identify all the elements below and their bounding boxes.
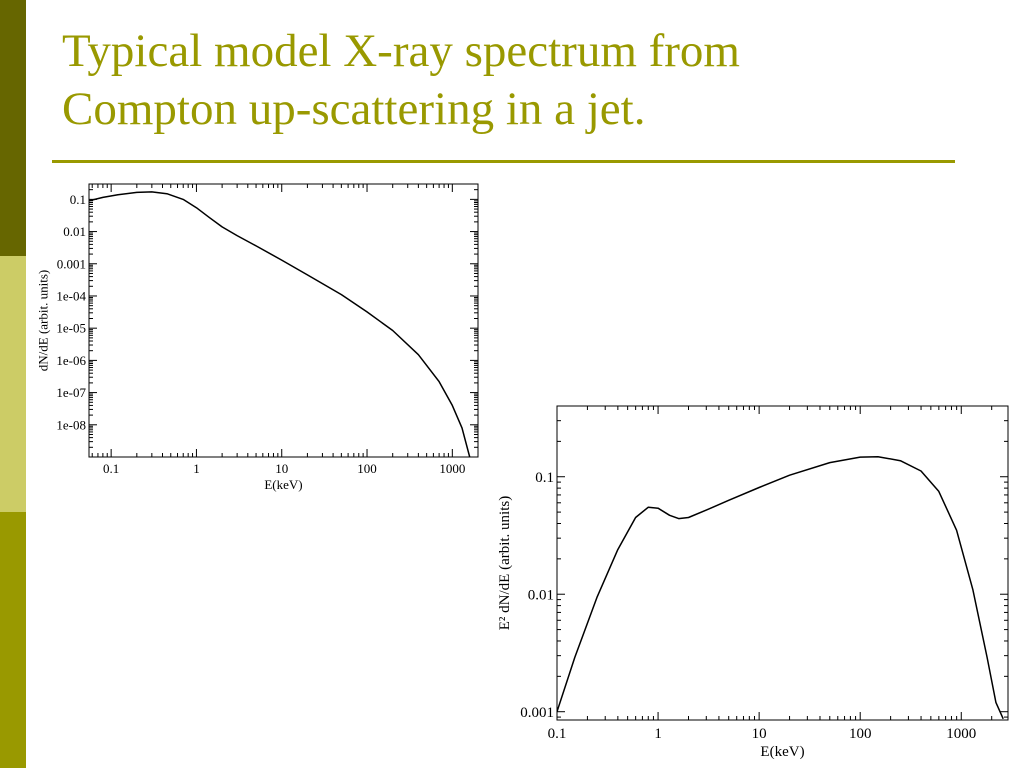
x-tick-label: 10	[275, 461, 288, 476]
decor-bar-middle	[0, 256, 26, 512]
slide-title: Typical model X-ray spectrum from Compto…	[62, 22, 740, 138]
y-tick-label: 1e-08	[56, 417, 86, 432]
x-tick-label: 1000	[439, 461, 465, 476]
decor-bar-bottom	[0, 512, 26, 768]
plot-frame	[556, 405, 1009, 721]
y-tick-label: 1e-07	[56, 385, 86, 400]
plot-frame	[88, 183, 479, 458]
x-axis-label: E(keV)	[760, 744, 804, 760]
series-line-0	[89, 191, 471, 457]
x-tick-label: 10	[752, 726, 767, 742]
x-tick-label: 1	[193, 461, 200, 476]
x-tick-label: 0.1	[103, 461, 119, 476]
y-tick-label: 0.01	[528, 587, 554, 603]
x-tick-label: 100	[849, 726, 872, 742]
y-tick-label: 0.001	[57, 256, 86, 271]
title-underline	[52, 160, 955, 163]
y-axis-label: dN/dE (arbit. units)	[35, 270, 50, 371]
y-tick-label: 0.1	[70, 192, 86, 207]
y-tick-label: 1e-05	[56, 321, 86, 336]
x-tick-label: 100	[357, 461, 377, 476]
slide-title-line-2: Compton up-scattering in a jet.	[62, 83, 646, 135]
x-tick-label: 0.1	[548, 726, 567, 742]
y-tick-label: 1e-06	[56, 353, 86, 368]
x-tick-label: 1000	[946, 726, 976, 742]
y-tick-label: 0.001	[520, 705, 554, 721]
y-tick-label: 0.01	[63, 224, 86, 239]
slide-title-line-1: Typical model X-ray spectrum from	[62, 25, 740, 77]
y-tick-label: 0.1	[535, 470, 554, 486]
y-tick-label: 1e-04	[56, 289, 86, 304]
series-line-0	[557, 455, 1004, 720]
x-axis-label: E(keV)	[264, 477, 302, 492]
x-tick-label: 1	[654, 726, 662, 742]
y-axis-label: E² dN/dE (arbit. units)	[497, 496, 513, 630]
decor-bar-top	[0, 0, 26, 256]
